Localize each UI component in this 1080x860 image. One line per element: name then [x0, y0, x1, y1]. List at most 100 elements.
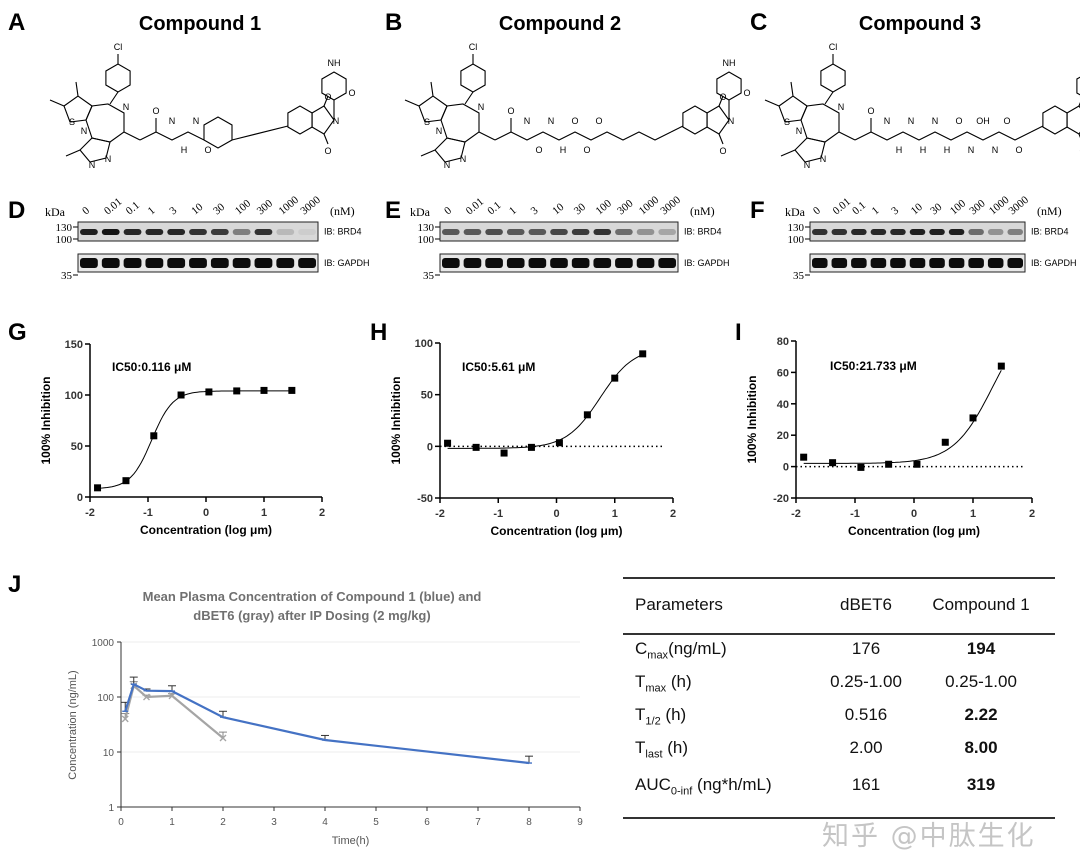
kda-marker: 130: [418, 222, 435, 234]
panel-letter-g: G: [8, 319, 27, 346]
blot-band: [615, 258, 633, 268]
dbet6-value: 0.516: [844, 705, 888, 724]
parameter-unit: (h): [660, 705, 687, 724]
parameter-subscript: 0-inf: [670, 785, 693, 798]
ic50-annotation: IC50:5.61 μM: [462, 360, 535, 374]
atom-label: N: [548, 116, 555, 126]
blot-band: [948, 258, 965, 268]
x-tick-label: -2: [791, 508, 801, 520]
atom-label: N: [169, 116, 176, 126]
x-tick-label: 0: [203, 507, 209, 519]
y-tick-label: 0: [783, 462, 789, 474]
compound1-series: [121, 676, 533, 765]
blot-band: [485, 229, 503, 235]
atom-label: O: [204, 145, 211, 155]
parameter-subscript: max: [645, 682, 667, 695]
x-tick-label: -1: [143, 507, 153, 519]
panel-letter-j: J: [8, 571, 21, 598]
data-point: [500, 449, 508, 457]
atom-label: N: [478, 102, 485, 112]
blot-band: [1007, 258, 1023, 268]
atom-label: O: [152, 106, 159, 116]
blot-band: [831, 258, 848, 268]
atom-label: H: [896, 145, 903, 155]
kda-marker: 35: [793, 270, 805, 282]
kda-marker: 35: [61, 270, 73, 282]
y-tick-label: 60: [777, 367, 789, 379]
panel-letter-f: F: [750, 197, 765, 224]
blot-band: [550, 258, 568, 268]
lane-concentration-label: 0: [811, 204, 823, 217]
atom-label: N: [444, 160, 451, 170]
y-axis-label: 100% Inhibition: [39, 376, 53, 464]
lane-concentration-label: 1: [146, 205, 158, 218]
atom-label: N: [820, 154, 827, 164]
panel-letter-h: H: [370, 319, 387, 346]
atom-label: Cl: [829, 42, 838, 52]
data-point: [800, 453, 808, 461]
dose-response-chart-i: -2 -1 0 1 2 -20 0 20 40 60 80 IC50:21.733 μM Concent…: [745, 336, 1035, 538]
chart-title: Mean Plasma Concentration of Compound 1 …: [143, 589, 482, 604]
data-point: [288, 386, 296, 394]
lane-concentration-label: 0.1: [485, 199, 503, 217]
blot-band: [463, 258, 482, 268]
atom-label: H: [920, 145, 927, 155]
blot-band: [987, 258, 1004, 268]
blot-band: [968, 229, 984, 235]
data-point: [121, 715, 129, 723]
blot-band: [870, 229, 887, 235]
x-tick-label: -1: [493, 508, 503, 520]
blot-band: [442, 229, 460, 235]
atom-label: O: [743, 88, 750, 98]
y-tick-label: 0: [427, 441, 433, 453]
parameter-name: T1/2 (h): [635, 705, 686, 727]
lane-concentration-label: 10: [909, 201, 926, 218]
x-tick-label: -2: [85, 507, 95, 519]
blot-band: [298, 258, 316, 268]
x-tick-label: 6: [424, 817, 430, 828]
y-axis-label: 100% Inhibition: [389, 376, 403, 464]
blot-band: [636, 229, 655, 235]
table-top-rule: [623, 577, 1055, 579]
blot-band: [145, 258, 164, 268]
y-tick-label: -20: [773, 493, 789, 505]
blot-row-label: IB: BRD4: [324, 227, 362, 237]
parameter-unit: (h): [662, 738, 689, 757]
atom-label: O: [1015, 145, 1022, 155]
atom-label: N: [105, 154, 112, 164]
atom-label: O: [719, 146, 726, 156]
blot-band: [1007, 229, 1023, 235]
blot-band: [485, 258, 503, 268]
blot-band: [658, 229, 676, 235]
y-tick-label: 50: [71, 441, 83, 453]
parameter-symbol: T: [635, 738, 646, 757]
data-point: [177, 391, 185, 399]
x-tick-label: 8: [526, 817, 532, 828]
panel-letter-b: B: [385, 9, 402, 36]
y-tick-label: 50: [421, 390, 433, 402]
x-tick-label: 2: [319, 507, 325, 519]
y-tick-label: 150: [65, 339, 83, 351]
parameter-subscript: 1/2: [645, 715, 661, 728]
atom-label: O: [348, 88, 355, 98]
data-point: [143, 693, 150, 701]
atom-label: O: [955, 116, 962, 126]
atom-label: N: [436, 126, 443, 136]
lane-concentration-label: 0.01: [102, 196, 124, 218]
dose-response-chart-g: -2 -1 0 1 2 0 50 100 150 IC50:0.116 μM Concentrati…: [39, 339, 325, 537]
atom-label: S: [424, 117, 430, 127]
lane-concentration-label: 300: [615, 197, 636, 217]
header-compound1: Compound 1: [932, 595, 1030, 614]
x-tick-label: 5: [373, 817, 379, 828]
atom-label: N: [460, 154, 467, 164]
blot-band: [80, 229, 98, 235]
lane-concentration-label: 1: [507, 205, 519, 218]
blot-row-label: IB: GAPDH: [1031, 258, 1077, 268]
blot-row-label: IB: BRD4: [1031, 227, 1069, 237]
data-point: [857, 463, 865, 471]
blot-band: [870, 258, 887, 268]
lane-concentration-label: 1: [870, 205, 882, 218]
data-point: [997, 362, 1005, 370]
